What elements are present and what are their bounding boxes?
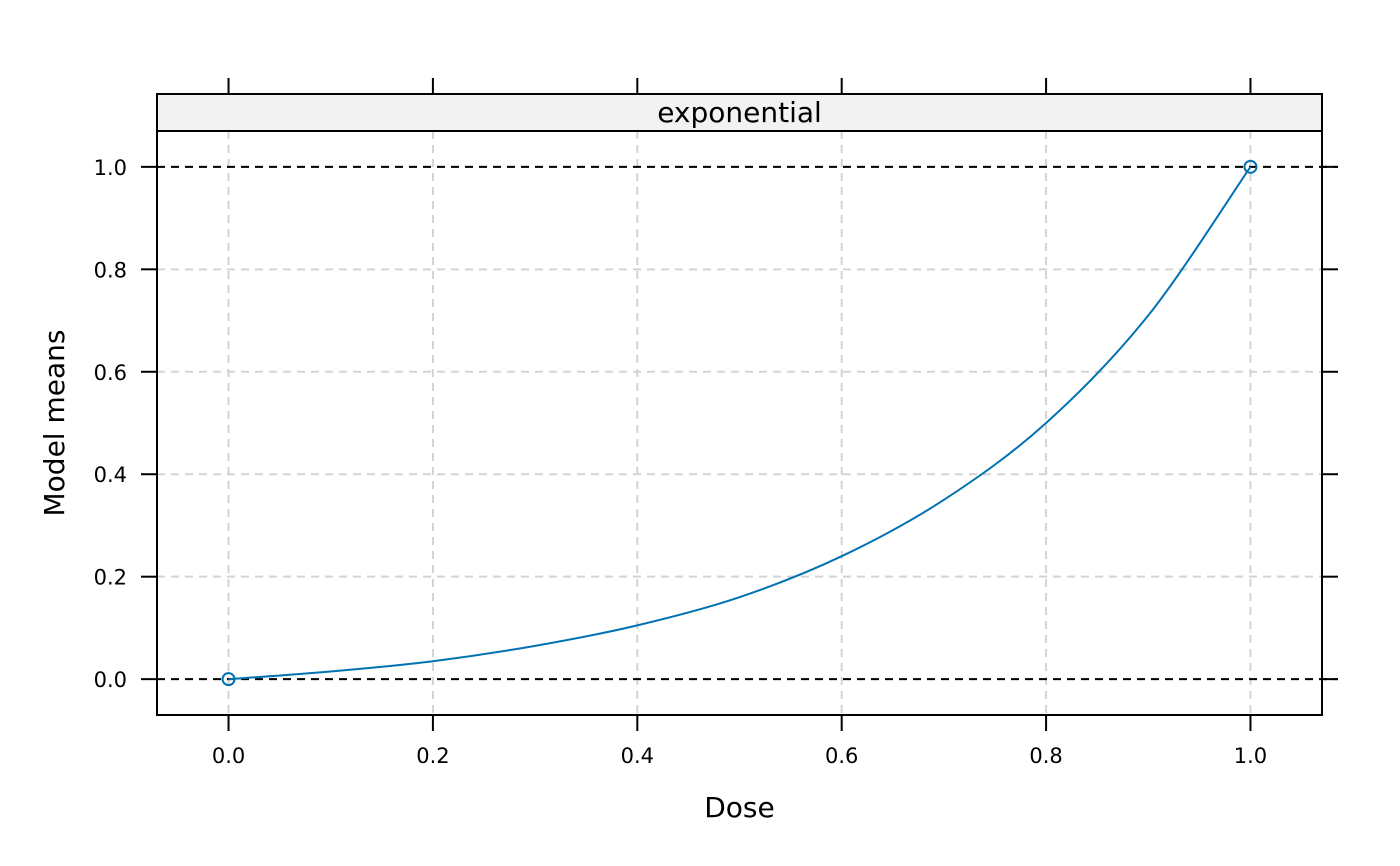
x-tick-label: 1.0 [1234,744,1267,768]
x-tick-label: 0.8 [1029,744,1062,768]
x-tick-label: 0.2 [416,744,449,768]
y-tick-label: 1.0 [94,156,127,180]
y-tick-label: 0.2 [94,566,127,590]
y-axis-tick-labels: 0.0 0.2 0.4 0.6 0.8 1.0 [94,156,127,692]
data-point [221,672,236,687]
series-line [228,166,1252,681]
points-layer [221,159,1258,687]
y-tick-label: 0.4 [94,463,127,487]
data-point [1243,159,1258,174]
y-tick-label: 0.6 [94,361,127,385]
x-axis-title: Dose [704,791,775,824]
panel-strip-title: exponential [657,96,822,129]
series-layer [228,166,1252,681]
x-tick-label: 0.6 [825,744,858,768]
reference-lines [157,165,1338,681]
x-tick-label: 0.0 [212,744,245,768]
x-tick-label: 0.4 [621,744,654,768]
plot-panel-border [156,130,1323,716]
y-tick-label: 0.0 [94,668,127,692]
panel-strip [156,93,1323,132]
axis-ticks [141,78,1338,731]
x-axis-tick-labels: 0.0 0.2 0.4 0.6 0.8 1.0 [212,744,1267,768]
grid-layer [157,131,1322,715]
y-tick-label: 0.8 [94,258,127,282]
y-axis-title: Model means [38,330,71,517]
